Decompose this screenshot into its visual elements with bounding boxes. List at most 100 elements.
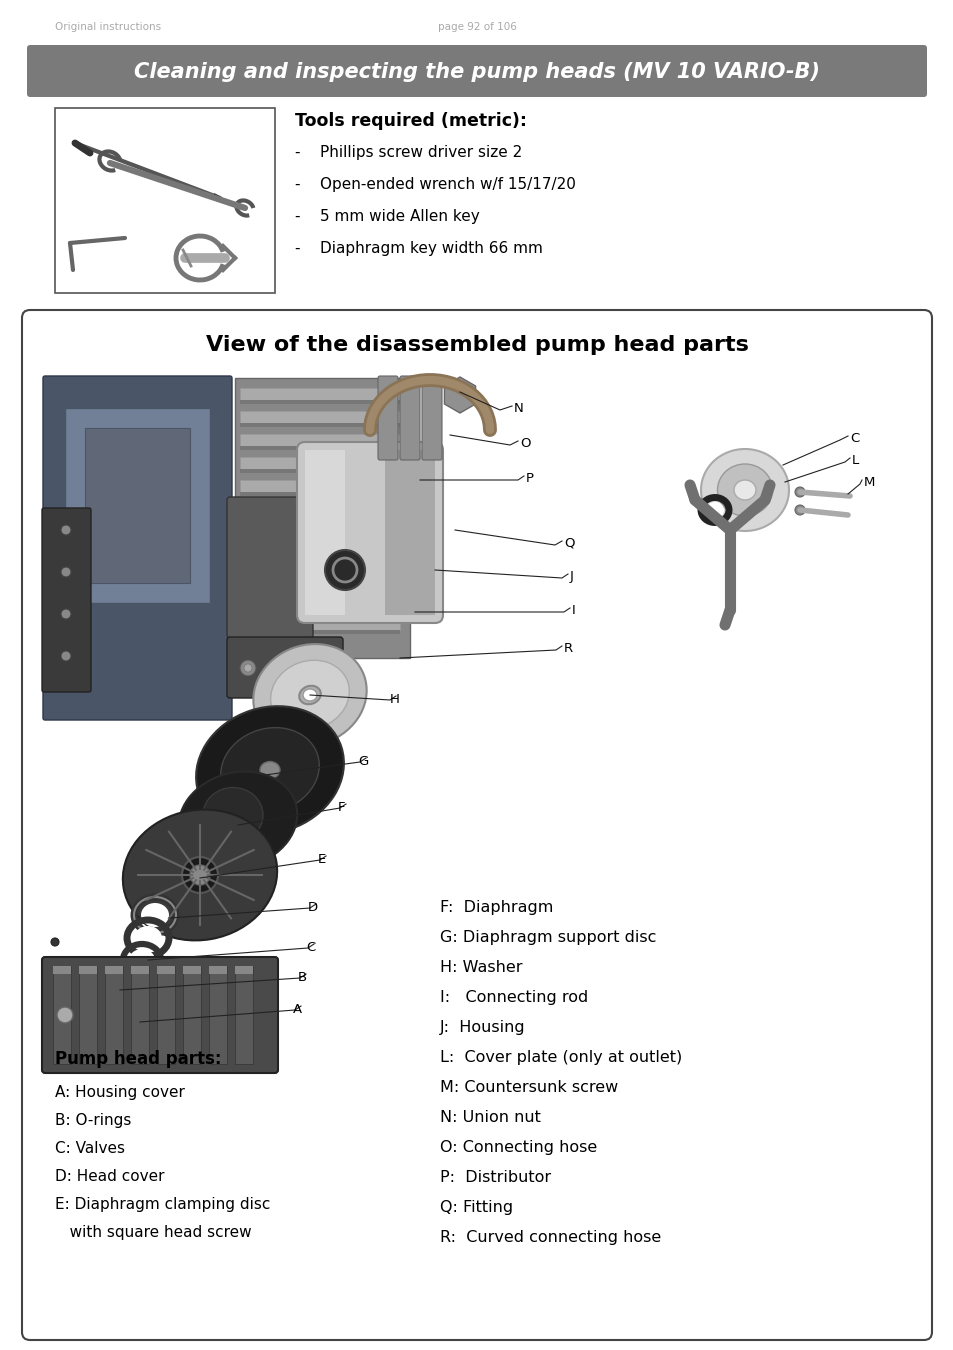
Bar <box>131 967 149 1064</box>
Circle shape <box>240 660 255 676</box>
Bar <box>240 549 399 562</box>
Text: -    Diaphragm key width 66 mm: - Diaphragm key width 66 mm <box>294 242 542 256</box>
Bar <box>53 967 71 973</box>
Circle shape <box>299 664 308 672</box>
Bar <box>209 967 227 1064</box>
FancyBboxPatch shape <box>296 441 442 622</box>
Text: Pump head parts:: Pump head parts: <box>55 1050 221 1068</box>
Circle shape <box>61 567 71 576</box>
Bar <box>79 967 97 973</box>
Text: Q: Q <box>563 537 574 549</box>
Ellipse shape <box>253 644 366 747</box>
FancyBboxPatch shape <box>42 508 91 693</box>
Bar <box>240 572 399 585</box>
Text: View of the disassembled pump head parts: View of the disassembled pump head parts <box>205 335 748 355</box>
Circle shape <box>325 549 365 590</box>
Bar <box>131 967 149 973</box>
Bar <box>240 526 399 539</box>
Text: R:  Curved connecting hose: R: Curved connecting hose <box>439 1230 660 1245</box>
Circle shape <box>61 651 71 661</box>
FancyBboxPatch shape <box>22 310 931 1341</box>
Ellipse shape <box>705 502 723 518</box>
Bar <box>240 630 399 634</box>
Text: -    Phillips screw driver size 2: - Phillips screw driver size 2 <box>294 144 521 161</box>
Circle shape <box>190 865 210 886</box>
Text: F:  Diaphragm: F: Diaphragm <box>439 900 553 915</box>
Text: B: B <box>297 971 307 984</box>
FancyBboxPatch shape <box>27 45 926 97</box>
Ellipse shape <box>203 787 263 842</box>
Text: M: M <box>863 477 875 489</box>
FancyBboxPatch shape <box>421 377 441 460</box>
Ellipse shape <box>299 686 320 705</box>
Bar <box>385 450 435 616</box>
Text: E: E <box>317 853 326 865</box>
FancyBboxPatch shape <box>42 957 277 1073</box>
FancyBboxPatch shape <box>227 637 343 698</box>
Bar <box>240 423 399 427</box>
FancyBboxPatch shape <box>399 377 419 460</box>
Text: Cleaning and inspecting the pump heads (MV 10 VARIO-B): Cleaning and inspecting the pump heads (… <box>134 62 819 82</box>
Text: F: F <box>337 801 345 814</box>
Ellipse shape <box>123 810 277 941</box>
Bar <box>105 967 123 1064</box>
Bar <box>65 408 210 603</box>
Text: L: L <box>851 454 859 467</box>
Text: D: Head cover: D: Head cover <box>55 1169 164 1184</box>
Bar <box>183 967 201 973</box>
Bar <box>240 491 399 495</box>
Bar <box>305 450 345 616</box>
Circle shape <box>244 664 252 672</box>
Text: O: O <box>519 437 530 450</box>
Bar <box>55 108 274 293</box>
Text: A: A <box>293 1003 302 1017</box>
Bar <box>240 585 399 589</box>
Bar <box>240 618 399 630</box>
Text: page 92 of 106: page 92 of 106 <box>437 22 516 32</box>
Text: J: J <box>569 570 574 583</box>
FancyBboxPatch shape <box>227 497 313 639</box>
Text: J:  Housing: J: Housing <box>439 1021 525 1035</box>
Text: C: C <box>306 941 314 954</box>
Bar <box>240 608 399 612</box>
Text: H: Washer: H: Washer <box>439 960 522 975</box>
Bar <box>85 428 190 583</box>
Text: E: Diaphragm clamping disc: E: Diaphragm clamping disc <box>55 1197 270 1212</box>
Circle shape <box>61 525 71 535</box>
Ellipse shape <box>700 450 788 531</box>
Bar <box>234 378 410 657</box>
Text: C: C <box>849 432 859 446</box>
Text: Original instructions: Original instructions <box>55 22 161 32</box>
Text: -    5 mm wide Allen key: - 5 mm wide Allen key <box>294 209 479 224</box>
Text: I: I <box>572 603 576 617</box>
Ellipse shape <box>717 464 772 516</box>
Ellipse shape <box>133 926 162 950</box>
FancyBboxPatch shape <box>43 377 232 720</box>
Bar <box>240 458 399 468</box>
Bar <box>240 504 399 514</box>
Bar <box>157 967 174 973</box>
Bar <box>183 967 201 1064</box>
Text: C: Valves: C: Valves <box>55 1141 125 1156</box>
Ellipse shape <box>220 728 319 813</box>
Circle shape <box>61 609 71 620</box>
Bar <box>240 446 399 450</box>
Text: R: R <box>563 643 573 655</box>
Bar <box>157 967 174 1064</box>
Text: with square head screw: with square head screw <box>55 1224 252 1241</box>
Bar <box>240 481 399 491</box>
Circle shape <box>794 505 804 514</box>
Circle shape <box>794 487 804 497</box>
Bar <box>240 539 399 541</box>
Text: P:  Distributor: P: Distributor <box>439 1170 551 1185</box>
Text: P: P <box>525 472 534 485</box>
Text: L:  Cover plate (only at outlet): L: Cover plate (only at outlet) <box>439 1050 681 1065</box>
Ellipse shape <box>196 706 343 834</box>
Text: M: Countersunk screw: M: Countersunk screw <box>439 1080 618 1095</box>
Text: Tools required (metric):: Tools required (metric): <box>294 112 526 130</box>
Bar <box>240 468 399 472</box>
Bar <box>240 410 399 423</box>
Bar <box>105 967 123 973</box>
Circle shape <box>57 1007 73 1023</box>
Ellipse shape <box>129 949 154 971</box>
